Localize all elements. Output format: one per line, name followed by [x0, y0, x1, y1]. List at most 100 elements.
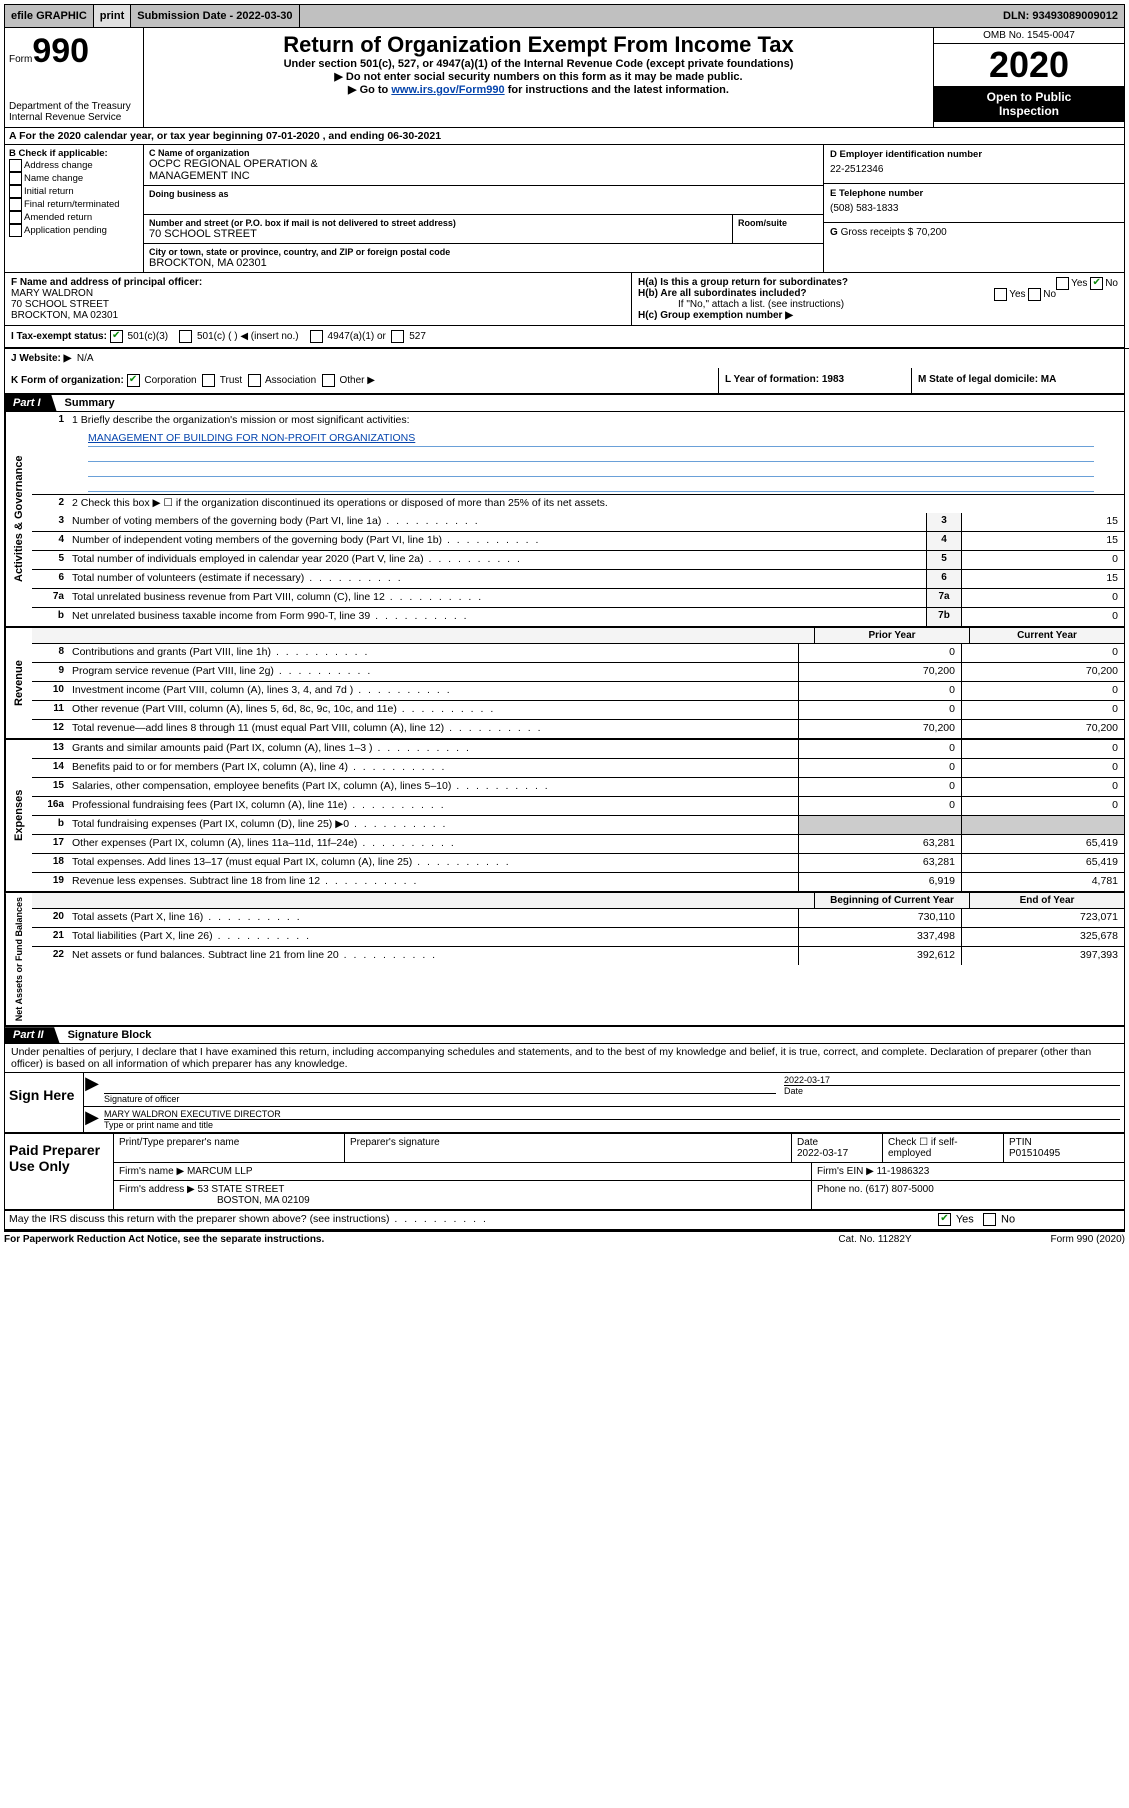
summary-row: 16aProfessional fundraising fees (Part I… — [32, 797, 1124, 816]
instructions-link[interactable]: www.irs.gov/Form990 — [391, 84, 504, 96]
chk-501c3[interactable] — [110, 330, 123, 343]
open-to-public: Open to PublicInspection — [934, 86, 1124, 122]
box-f: F Name and address of principal officer:… — [5, 273, 632, 325]
name-title-label: Type or print name and title — [104, 1119, 1120, 1130]
chk-name-change[interactable]: Name change — [9, 172, 139, 185]
org-name-1: OCPC REGIONAL OPERATION & — [149, 158, 818, 170]
summary-row: 5Total number of individuals employed in… — [32, 551, 1124, 570]
section-f-h: F Name and address of principal officer:… — [5, 273, 1124, 326]
box-h: H(a) Is this a group return for subordin… — [632, 273, 1124, 325]
row-a-tax-year: A For the 2020 calendar year, or tax yea… — [5, 128, 1124, 145]
summary-row: bTotal fundraising expenses (Part IX, co… — [32, 816, 1124, 835]
chk-address-change[interactable]: Address change — [9, 159, 139, 172]
city-label: City or town, state or province, country… — [149, 247, 818, 257]
firm-addr1: 53 STATE STREET — [198, 1184, 285, 1195]
chk-amended-return[interactable]: Amended return — [9, 211, 139, 224]
ein-value: 22-2512346 — [830, 160, 1118, 179]
summary-row: 12Total revenue—add lines 8 through 11 (… — [32, 720, 1124, 738]
chk-discuss-yes[interactable] — [938, 1213, 951, 1226]
perjury-declaration: Under penalties of perjury, I declare th… — [5, 1044, 1124, 1073]
sig-date-label: Date — [784, 1085, 1120, 1096]
revenue-col-header: Prior Year Current Year — [32, 628, 1124, 644]
summary-row: 15Salaries, other compensation, employee… — [32, 778, 1124, 797]
chk-association[interactable] — [248, 374, 261, 387]
column-c: C Name of organization OCPC REGIONAL OPE… — [144, 145, 823, 272]
box-e: E Telephone number (508) 583-1833 — [824, 184, 1124, 223]
summary-row: 7aTotal unrelated business revenue from … — [32, 589, 1124, 608]
officer-name: MARY WALDRON — [11, 288, 93, 299]
top-toolbar: efile GRAPHIC print Submission Date - 20… — [4, 4, 1125, 28]
form-title: Return of Organization Exempt From Incom… — [148, 32, 929, 58]
firm-phone: (617) 807-5000 — [865, 1184, 933, 1195]
summary-row: 11Other revenue (Part VIII, column (A), … — [32, 701, 1124, 720]
c-name-label: C Name of organization — [149, 148, 818, 158]
part-1-tab: Part I — [5, 395, 57, 411]
dln-label: DLN: 93493089009012 — [997, 5, 1124, 27]
chk-4947[interactable] — [310, 330, 323, 343]
cat-no: Cat. No. 11282Y — [775, 1234, 975, 1245]
ssn-warning: ▶ Do not enter social security numbers o… — [148, 70, 929, 83]
q1-text: 1 Briefly describe the organization's mi… — [68, 412, 1124, 430]
q2-text: 2 Check this box ▶ ☐ if the organization… — [68, 495, 1124, 513]
box-d: D Employer identification number 22-2512… — [824, 145, 1124, 184]
dept-treasury: Department of the Treasury — [9, 101, 139, 112]
chk-application-pending[interactable]: Application pending — [9, 224, 139, 237]
summary-row: 21Total liabilities (Part X, line 26)337… — [32, 928, 1124, 947]
chk-discuss-no[interactable] — [983, 1213, 996, 1226]
officer-name-title: MARY WALDRON EXECUTIVE DIRECTOR — [104, 1109, 1120, 1119]
addr-label: Number and street (or P.O. box if mail i… — [149, 218, 727, 228]
dept-irs: Internal Revenue Service — [9, 112, 139, 123]
ptin-value: P01510495 — [1009, 1148, 1060, 1159]
chk-527[interactable] — [391, 330, 404, 343]
firm-addr2: BOSTON, MA 02109 — [119, 1195, 310, 1206]
summary-row: 6Total number of volunteers (estimate if… — [32, 570, 1124, 589]
page-footer: For Paperwork Reduction Act Notice, see … — [4, 1232, 1125, 1247]
side-label-net-assets: Net Assets or Fund Balances — [5, 893, 32, 1025]
chk-corporation[interactable] — [127, 374, 140, 387]
box-l: L Year of formation: 1983 — [718, 368, 911, 393]
section-revenue: Revenue Prior Year Current Year 8Contrib… — [5, 628, 1124, 740]
mission-lines: MANAGEMENT OF BUILDING FOR NON-PROFIT OR… — [32, 430, 1124, 494]
row-j: J Website: ▶ N/A — [5, 348, 1129, 368]
room-label: Room/suite — [738, 218, 818, 228]
part-1-title: Summary — [57, 397, 115, 409]
box-k: K Form of organization: Corporation Trus… — [5, 368, 718, 393]
box-g: G Gross receipts $ 70,200 — [824, 223, 1124, 242]
print-button[interactable]: print — [94, 5, 131, 27]
row-i: I Tax-exempt status: 501(c)(3) 501(c) ( … — [5, 326, 1124, 348]
section-net-assets: Net Assets or Fund Balances Beginning of… — [5, 893, 1124, 1027]
summary-row: 9Program service revenue (Part VIII, lin… — [32, 663, 1124, 682]
side-label-expenses: Expenses — [5, 740, 32, 891]
firm-ein: 11-1986323 — [877, 1166, 930, 1177]
summary-row: 14Benefits paid to or for members (Part … — [32, 759, 1124, 778]
column-b: B Check if applicable: Address change Na… — [5, 145, 144, 272]
summary-row: 18Total expenses. Add lines 13–17 (must … — [32, 854, 1124, 873]
summary-row: 17Other expenses (Part IX, column (A), l… — [32, 835, 1124, 854]
chk-501c[interactable] — [179, 330, 192, 343]
header-right: OMB No. 1545-0047 2020 Open to PublicIns… — [933, 28, 1124, 127]
efile-label: efile GRAPHIC — [5, 5, 94, 27]
summary-row: 4Number of independent voting members of… — [32, 532, 1124, 551]
chk-trust[interactable] — [202, 374, 215, 387]
website-value: N/A — [77, 353, 94, 364]
section-expenses: Expenses 13Grants and similar amounts pa… — [5, 740, 1124, 893]
form-word: Form — [9, 54, 32, 65]
phone-value: (508) 583-1833 — [830, 199, 1118, 218]
discuss-row: May the IRS discuss this return with the… — [5, 1211, 1124, 1231]
chk-initial-return[interactable]: Initial return — [9, 185, 139, 198]
paid-preparer-label: Paid Preparer Use Only — [5, 1134, 114, 1209]
sig-officer-label: Signature of officer — [104, 1093, 776, 1104]
summary-row: 3Number of voting members of the governi… — [32, 513, 1124, 532]
b-header: B Check if applicable: — [9, 148, 139, 159]
officer-addr2: BROCKTON, MA 02301 — [11, 310, 118, 321]
na-col-header: Beginning of Current Year End of Year — [32, 893, 1124, 909]
chk-other[interactable] — [322, 374, 335, 387]
row-klm: K Form of organization: Corporation Trus… — [5, 368, 1124, 395]
chk-final-return[interactable]: Final return/terminated — [9, 198, 139, 211]
paperwork-notice: For Paperwork Reduction Act Notice, see … — [4, 1234, 775, 1245]
gross-receipts: Gross receipts $ 70,200 — [841, 227, 947, 238]
part-1-header: Part I Summary — [5, 395, 1124, 412]
summary-row: 13Grants and similar amounts paid (Part … — [32, 740, 1124, 759]
part-2-tab: Part II — [5, 1027, 60, 1043]
summary-row: 8Contributions and grants (Part VIII, li… — [32, 644, 1124, 663]
